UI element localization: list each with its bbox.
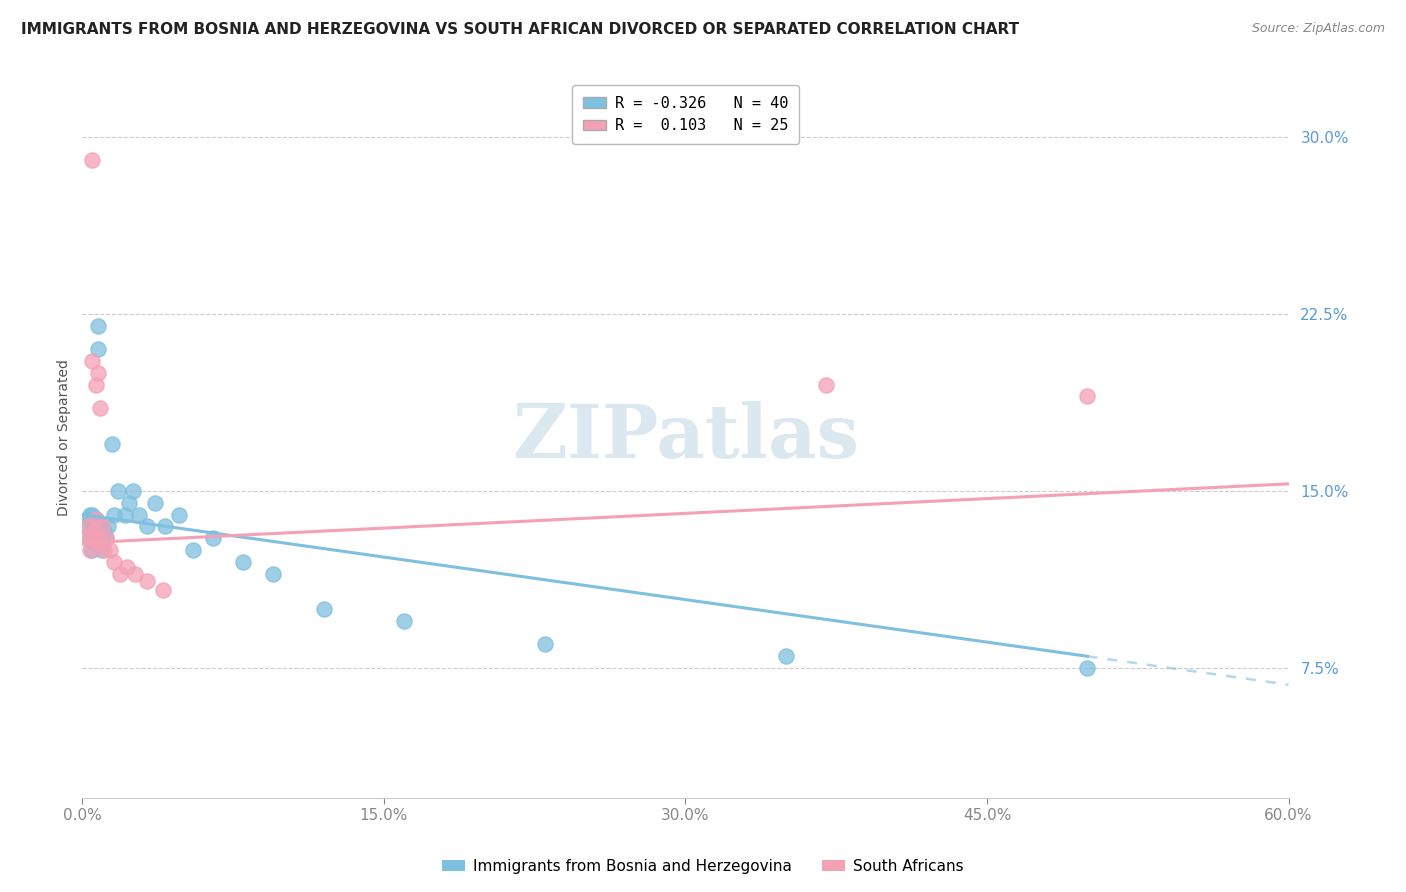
Point <box>201 531 224 545</box>
Point <box>232 555 254 569</box>
Point <box>77 512 100 526</box>
Point <box>97 519 120 533</box>
Point <box>86 512 108 526</box>
Point <box>86 512 108 526</box>
Point <box>312 602 335 616</box>
Point <box>89 531 111 545</box>
Point <box>96 531 118 545</box>
Point <box>117 496 139 510</box>
Y-axis label: Divorced or Separated: Divorced or Separated <box>58 359 72 516</box>
Point <box>83 516 105 531</box>
Point <box>107 483 129 498</box>
Point <box>167 508 190 522</box>
Point <box>91 519 114 533</box>
Point <box>86 377 108 392</box>
Point <box>91 543 114 558</box>
Point <box>135 519 157 533</box>
Point <box>1076 661 1098 675</box>
Point <box>775 649 797 664</box>
Point <box>114 508 136 522</box>
Point <box>75 531 97 545</box>
Point <box>86 536 108 550</box>
Point <box>100 543 122 558</box>
Point <box>79 543 101 558</box>
Point <box>87 366 110 380</box>
Point <box>93 524 115 538</box>
Point <box>89 401 111 416</box>
Point <box>121 483 143 498</box>
Point <box>96 531 118 545</box>
Point <box>83 524 105 538</box>
Point <box>82 524 104 538</box>
Point <box>135 574 157 588</box>
Point <box>115 559 138 574</box>
Point <box>89 519 111 533</box>
Point <box>143 496 166 510</box>
Point <box>83 536 105 550</box>
Point <box>77 519 100 533</box>
Point <box>392 614 415 628</box>
Point <box>124 566 146 581</box>
Point <box>82 354 104 368</box>
Point <box>262 566 284 581</box>
Point <box>533 638 555 652</box>
Point <box>181 543 204 558</box>
Point <box>79 531 101 545</box>
Point <box>103 508 125 522</box>
Text: IMMIGRANTS FROM BOSNIA AND HERZEGOVINA VS SOUTH AFRICAN DIVORCED OR SEPARATED CO: IMMIGRANTS FROM BOSNIA AND HERZEGOVINA V… <box>21 22 1019 37</box>
Point <box>153 519 176 533</box>
Point <box>128 508 150 522</box>
Point <box>82 531 104 545</box>
Point <box>82 153 104 168</box>
Point <box>75 519 97 533</box>
Point <box>89 531 111 545</box>
Point <box>82 543 104 558</box>
Point <box>91 531 114 545</box>
Point <box>93 543 115 558</box>
Point <box>86 526 108 541</box>
Point <box>87 342 110 356</box>
Point <box>815 377 838 392</box>
Point <box>79 508 101 522</box>
Text: ZIPatlas: ZIPatlas <box>512 401 859 475</box>
Legend: Immigrants from Bosnia and Herzegovina, South Africans: Immigrants from Bosnia and Herzegovina, … <box>436 853 970 880</box>
Point <box>152 583 174 598</box>
Point <box>82 508 104 522</box>
Point <box>87 318 110 333</box>
Legend: R = -0.326   N = 40, R =  0.103   N = 25: R = -0.326 N = 40, R = 0.103 N = 25 <box>572 85 799 145</box>
Point <box>103 555 125 569</box>
Point <box>101 436 124 450</box>
Text: Source: ZipAtlas.com: Source: ZipAtlas.com <box>1251 22 1385 36</box>
Point <box>1076 389 1098 403</box>
Point <box>110 566 132 581</box>
